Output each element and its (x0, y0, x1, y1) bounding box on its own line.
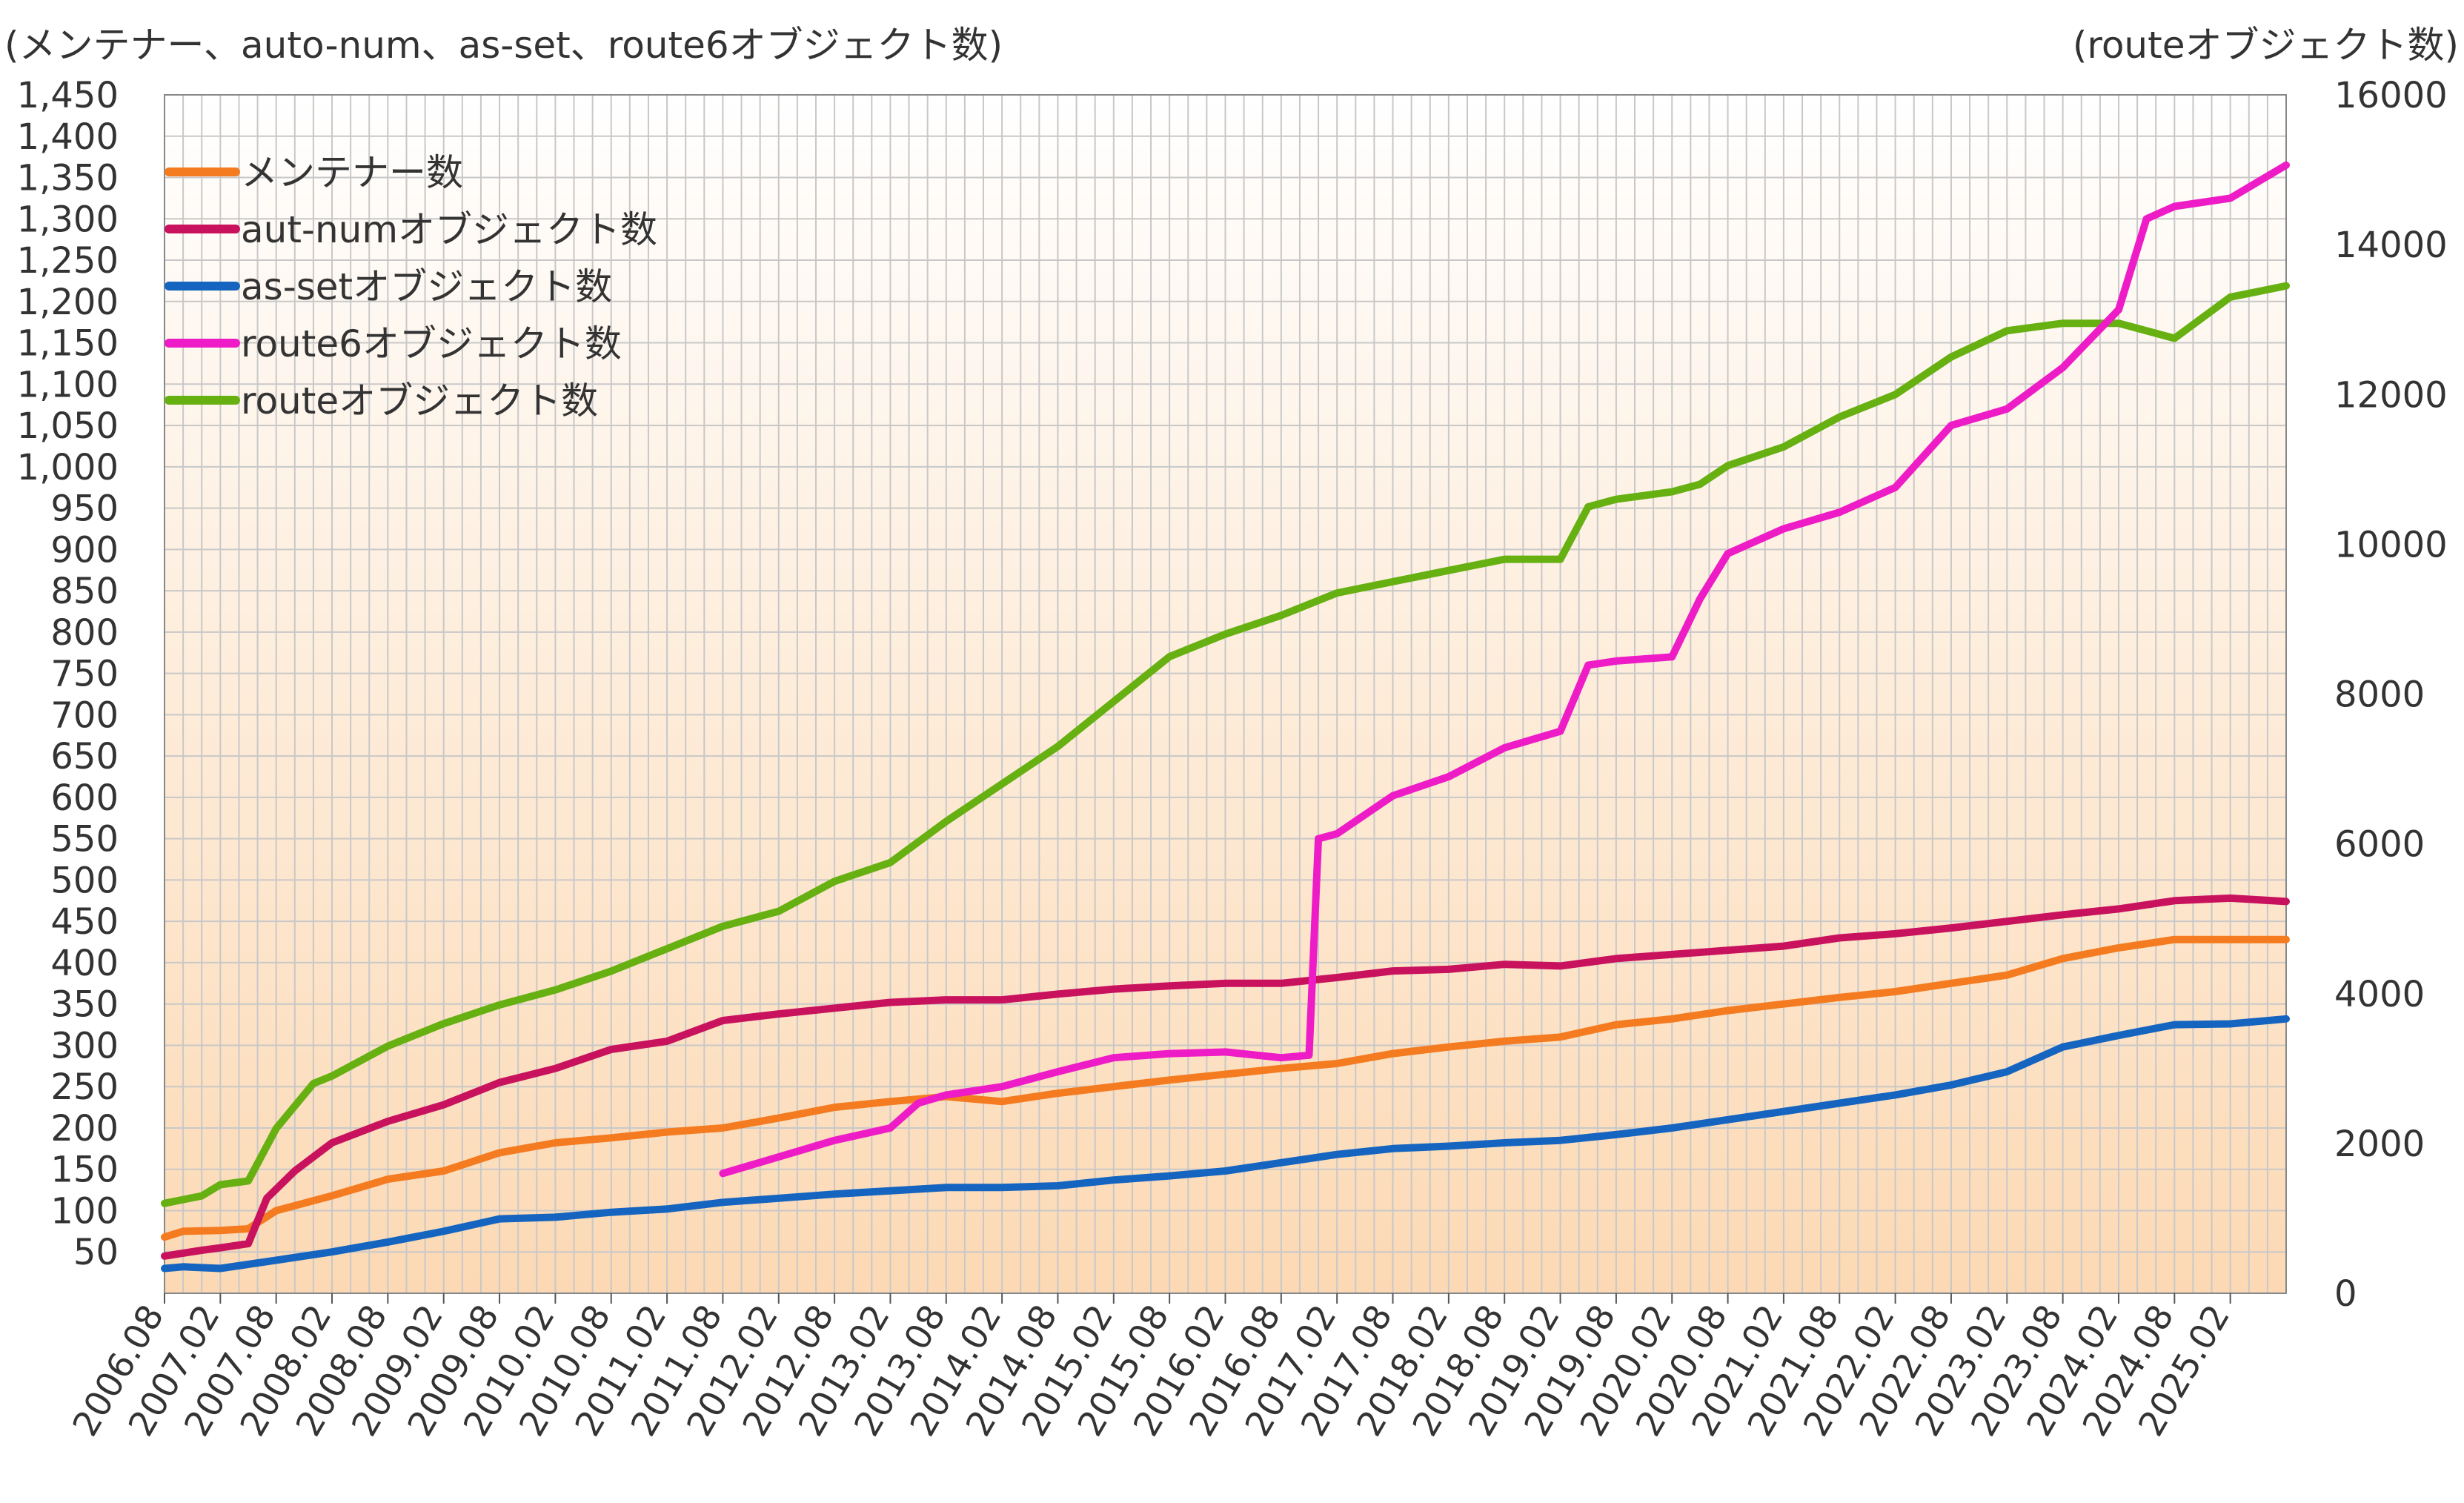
y-right-tick-label: 10000 (2334, 524, 2448, 565)
y-left-tick-label: 100 (50, 1190, 119, 1232)
y-left-tick-label: 600 (50, 777, 119, 819)
y-right-tick-label: 4000 (2334, 974, 2425, 1015)
y-axis-left: 5010015020025030035040045050055060065070… (17, 75, 119, 1273)
legend-label: メンテナー数 (241, 151, 463, 194)
y-left-tick-label: 350 (50, 984, 119, 1026)
legend-label: aut-numオブジェクト数 (241, 208, 657, 251)
y-left-tick-label: 150 (50, 1149, 119, 1191)
y-left-tick-label: 900 (50, 529, 119, 571)
series-lines (161, 161, 2290, 1273)
y-left-tick-label: 1,400 (17, 116, 119, 158)
legend-label: routeオブジェクト数 (241, 379, 598, 422)
y-left-tick-label: 1,150 (17, 323, 119, 365)
y-left-tick-label: 400 (50, 943, 119, 984)
y-left-tick-label: 1,450 (17, 75, 119, 116)
y-left-tick-label: 650 (50, 736, 119, 777)
y-left-tick-label: 850 (50, 571, 119, 612)
y-left-tick-label: 950 (50, 488, 119, 530)
x-axis: 2006.082007.022007.082008.022008.082009.… (65, 1293, 2238, 1443)
y-left-tick-label: 750 (50, 654, 119, 695)
grid (165, 94, 2286, 1293)
legend-label: as-setオブジェクト数 (241, 265, 612, 308)
y-left-tick-label: 1,100 (17, 364, 119, 405)
series-line-3 (161, 1015, 2290, 1273)
y-left-tick-label: 250 (50, 1066, 119, 1108)
series-line-4 (719, 161, 2290, 1178)
y-left-tick-label: 300 (50, 1025, 119, 1066)
y-left-tick-label: 800 (50, 612, 119, 654)
y-right-tick-label: 16000 (2334, 75, 2448, 116)
y-right-tick-label: 6000 (2334, 824, 2425, 866)
legend: メンテナー数 aut-numオブジェクト数 as-setオブジェクト数 route6オ… (165, 151, 657, 422)
legend-label: route6オブジェクト数 (241, 322, 622, 365)
y-left-tick-label: 1,250 (17, 240, 119, 282)
series-line-5 (161, 282, 2290, 1207)
series-line-1 (161, 935, 2290, 1241)
y-left-tick-label: 50 (73, 1232, 119, 1273)
y-left-tick-label: 1,350 (17, 158, 119, 199)
y-left-tick-label: 1,050 (17, 405, 119, 447)
y-left-tick-label: 550 (50, 819, 119, 860)
y-right-tick-label: 12000 (2334, 374, 2448, 416)
y-left-tick-label: 200 (50, 1108, 119, 1149)
y-right-tick-label: 2000 (2334, 1124, 2425, 1165)
y-left-tick-label: 500 (50, 860, 119, 901)
right-axis-title: (routeオブジェクト数) (2073, 24, 2459, 67)
y-axis-right: 0 2000 4000 6000 8000 10000 12000 14000 16000 (2334, 75, 2448, 1315)
y-left-tick-label: 450 (50, 901, 119, 943)
y-left-tick-label: 1,300 (17, 199, 119, 240)
left-axis-title: (メンテナー、auto-num、as-set、route6オブジェクト数) (4, 24, 1003, 67)
y-left-tick-label: 1,000 (17, 447, 119, 488)
y-right-tick-label: 14000 (2334, 225, 2448, 266)
series-line-2 (161, 894, 2290, 1260)
y-right-tick-label: 0 (2334, 1273, 2357, 1315)
y-left-tick-label: 1,200 (17, 282, 119, 323)
y-right-tick-label: 8000 (2334, 674, 2425, 716)
y-left-tick-label: 700 (50, 694, 119, 736)
